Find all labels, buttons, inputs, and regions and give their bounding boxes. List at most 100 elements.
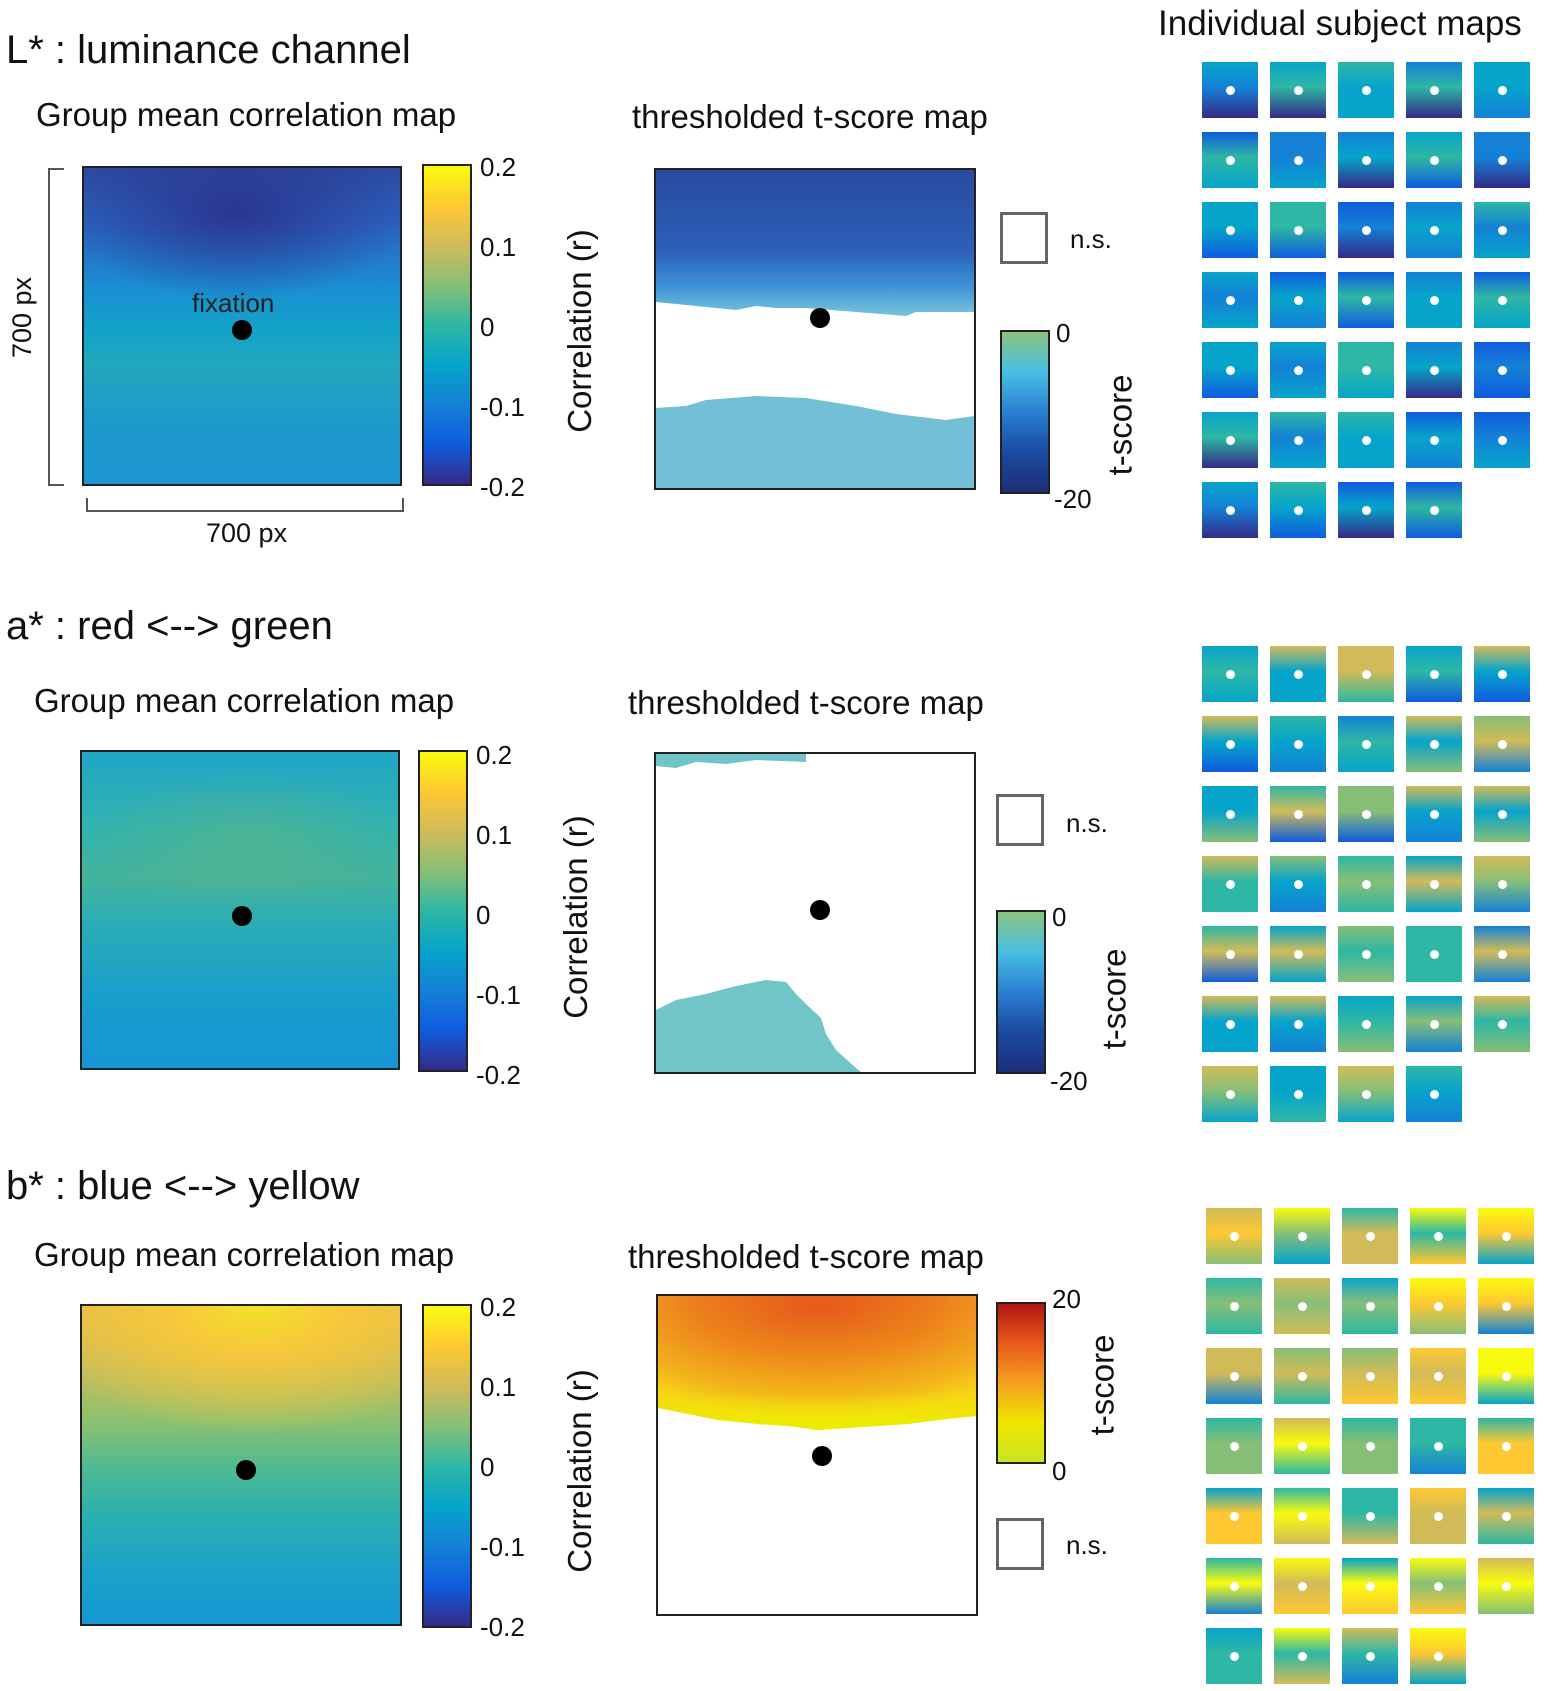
subject-map-thumbnail	[1270, 412, 1326, 468]
correlation-axis-label: Correlation (r)	[556, 815, 594, 1019]
tscore-map	[656, 1294, 978, 1616]
subject-map-thumbnail	[1202, 202, 1258, 258]
group-mean-title: Group mean correlation map	[34, 1236, 455, 1273]
subject-map-thumbnail	[1406, 132, 1462, 188]
fixation-dot	[810, 308, 830, 328]
fixation-dot	[1434, 1652, 1443, 1661]
fixation-dot	[236, 1460, 256, 1480]
fixation-dot	[1298, 1232, 1307, 1241]
subject-map-thumbnail	[1474, 272, 1530, 328]
subject-map-thumbnail	[1274, 1208, 1330, 1264]
fixation-dot	[810, 900, 830, 920]
fixation-dot	[1298, 1372, 1307, 1381]
section-title-red-green: a* : red <--> green	[6, 604, 333, 648]
fixation-dot	[1294, 950, 1303, 959]
subject-map-thumbnail	[1474, 716, 1530, 772]
subject-map-thumbnail	[1478, 1348, 1534, 1404]
fixation-dot	[1298, 1512, 1307, 1521]
fixation-dot	[1430, 670, 1439, 679]
fixation-dot	[1226, 436, 1235, 445]
fixation-dot	[1430, 950, 1439, 959]
subject-map-thumbnail	[1338, 1066, 1394, 1122]
subject-map-thumbnail	[1202, 1066, 1258, 1122]
subject-map-thumbnail	[1270, 996, 1326, 1052]
subject-map-thumbnail	[1270, 132, 1326, 188]
fixation-dot	[1498, 296, 1507, 305]
vertical-dimension-label: 700 px	[7, 276, 38, 359]
fixation-dot	[1226, 810, 1235, 819]
subject-map-thumbnail	[1202, 646, 1258, 702]
subject-map-thumbnail	[1202, 716, 1258, 772]
fixation-dot	[1230, 1372, 1239, 1381]
cbar-tick: -0.1	[476, 980, 521, 1010]
t-tick: -20	[1054, 484, 1092, 514]
cbar-tick: 0.1	[480, 232, 517, 262]
fixation-dot	[1230, 1302, 1239, 1311]
subject-map-thumbnail	[1478, 1278, 1534, 1334]
subject-map-thumbnail	[1410, 1418, 1466, 1474]
fixation-dot	[1226, 950, 1235, 959]
fixation-dot	[1294, 740, 1303, 749]
fixation-dot	[1430, 86, 1439, 95]
subject-map-thumbnail	[1474, 412, 1530, 468]
cbar-tick: 0.2	[476, 740, 513, 770]
fixation-dot	[1230, 1442, 1239, 1451]
fixation-dot	[1502, 1232, 1511, 1241]
group-mean-heatmap: fixation	[82, 166, 402, 486]
fixation-dot	[1294, 86, 1303, 95]
subject-map-thumbnail	[1406, 482, 1462, 538]
subject-map-thumbnail	[1478, 1208, 1534, 1264]
subject-map-thumbnail	[1270, 786, 1326, 842]
subject-map-thumbnail	[1474, 926, 1530, 982]
tscore-map	[654, 168, 976, 490]
subject-map-thumbnail	[1206, 1418, 1262, 1474]
tscore-colorbar	[996, 1302, 1046, 1464]
fixation-dot	[1294, 436, 1303, 445]
fixation-dot	[1498, 880, 1507, 889]
fixation-dot	[1362, 880, 1371, 889]
subject-map-thumbnail	[1474, 786, 1530, 842]
vertical-dimension-bracket	[48, 168, 64, 486]
fixation-dot	[1366, 1232, 1375, 1241]
subject-map-thumbnail	[1474, 646, 1530, 702]
fixation-dot	[1430, 880, 1439, 889]
correlation-colorbar	[422, 1304, 472, 1628]
fixation-dot	[1362, 156, 1371, 165]
fixation-dot	[1362, 1020, 1371, 1029]
subject-map-thumbnail	[1202, 412, 1258, 468]
subject-map-thumbnail	[1406, 272, 1462, 328]
fixation-dot	[1498, 436, 1507, 445]
subject-map-thumbnail	[1338, 342, 1394, 398]
fixation-dot	[1226, 226, 1235, 235]
correlation-colorbar	[422, 164, 472, 486]
group-mean-title: Group mean correlation map	[34, 682, 455, 719]
subject-map-thumbnail	[1410, 1488, 1466, 1544]
cbar-tick: 0.1	[476, 820, 513, 850]
subject-map-thumbnail	[1342, 1628, 1398, 1684]
subject-map-thumbnail	[1338, 856, 1394, 912]
fixation-dot	[1298, 1302, 1307, 1311]
individual-subject-maps-title: Individual subject maps	[1158, 4, 1522, 43]
subject-map-thumbnail	[1406, 1066, 1462, 1122]
subject-map-thumbnail	[1206, 1558, 1262, 1614]
subject-map-thumbnail	[1270, 482, 1326, 538]
fixation-dot	[1434, 1232, 1443, 1241]
subject-map-thumbnail	[1410, 1208, 1466, 1264]
fixation-dot	[1498, 950, 1507, 959]
subject-map-thumbnail	[1270, 856, 1326, 912]
subject-map-thumbnail	[1474, 62, 1530, 118]
group-mean-heatmap	[80, 1304, 402, 1626]
fixation-dot	[1502, 1302, 1511, 1311]
subject-map-thumbnail	[1202, 132, 1258, 188]
subject-map-thumbnail	[1410, 1278, 1466, 1334]
fixation-dot	[1430, 740, 1439, 749]
fixation-dot	[1294, 810, 1303, 819]
fixation-dot	[1362, 226, 1371, 235]
fixation-dot	[1430, 296, 1439, 305]
t-tick: 0	[1052, 1456, 1067, 1486]
subject-map-thumbnail	[1406, 716, 1462, 772]
subject-map-thumbnail	[1202, 482, 1258, 538]
subject-map-thumbnail	[1274, 1278, 1330, 1334]
subject-map-thumbnail	[1338, 926, 1394, 982]
fixation-dot	[1362, 296, 1371, 305]
